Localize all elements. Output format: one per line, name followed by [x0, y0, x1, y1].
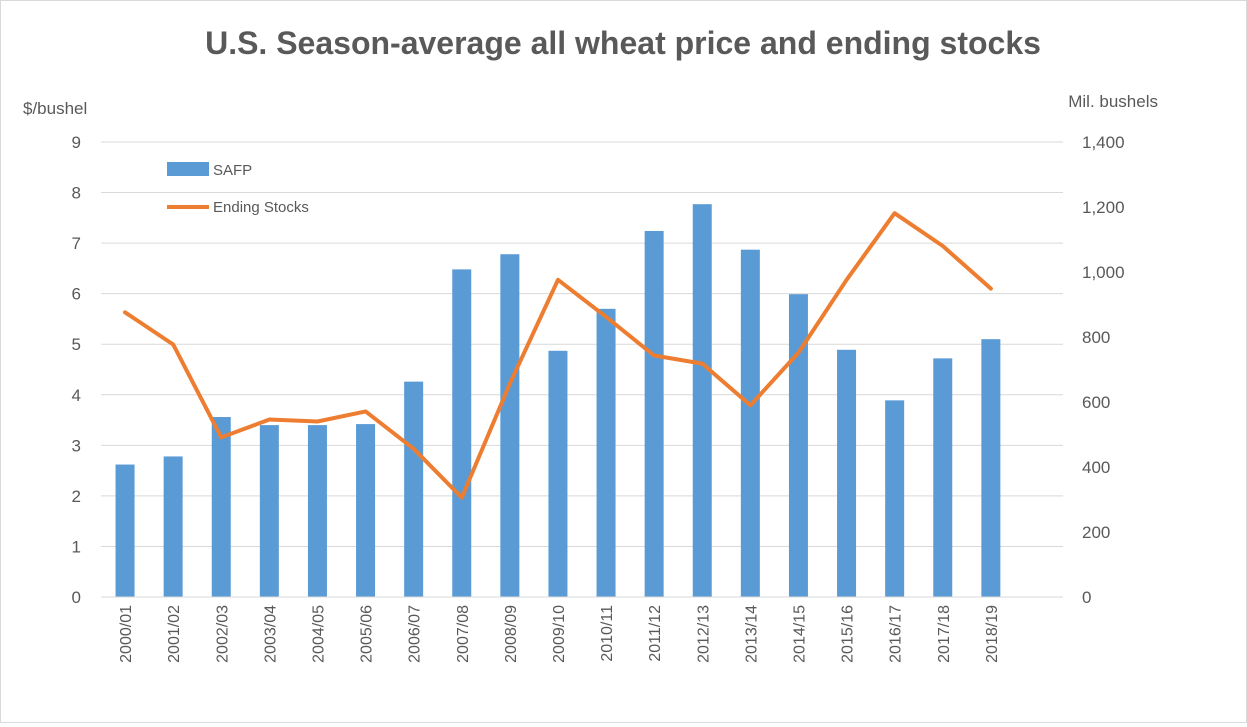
bar-safp-2012-13: [693, 204, 712, 597]
right-tick-label: 1,200: [1082, 198, 1125, 217]
x-tick-label: 2000/01: [118, 605, 135, 663]
x-tick-label: 2011/12: [647, 605, 664, 662]
bar-safp-2011-12: [645, 231, 664, 597]
bar-safp-2001-02: [164, 456, 183, 597]
bar-safp-2005-06: [356, 424, 375, 597]
right-tick-label: 800: [1082, 328, 1110, 347]
x-tick-label: 2004/05: [310, 605, 327, 663]
left-tick-label: 3: [72, 436, 81, 455]
bar-safp-2016-17: [885, 400, 904, 597]
left-tick-label: 5: [72, 335, 81, 354]
bar-safp-2004-05: [308, 425, 327, 597]
left-tick-label: 8: [72, 184, 81, 203]
left-axis-label: $/bushel: [23, 99, 87, 118]
x-tick-label: 2006/07: [407, 605, 424, 663]
left-tick-label: 0: [72, 588, 81, 607]
bar-safp-2009-10: [548, 351, 567, 597]
x-tick-label: 2008/09: [503, 605, 520, 663]
x-tick-label: 2007/08: [455, 605, 472, 663]
bar-safp-2017-18: [933, 358, 952, 597]
x-tick-label: 2012/13: [695, 605, 712, 663]
bar-safp-2000-01: [116, 465, 135, 597]
left-tick-label: 6: [72, 285, 81, 304]
bars-series-safp: [116, 204, 1001, 597]
x-tick-label: 2009/10: [551, 605, 568, 663]
legend-label-ending-stocks: Ending Stocks: [213, 199, 309, 216]
x-tick-label: 2017/18: [936, 605, 953, 663]
x-tick-label: 2002/03: [214, 605, 231, 663]
bar-safp-2002-03: [212, 417, 231, 597]
right-tick-label: 400: [1082, 458, 1110, 477]
left-tick-label: 4: [72, 386, 81, 405]
bar-safp-2007-08: [452, 269, 471, 597]
legend-swatch-safp: [167, 162, 209, 176]
chart-title: U.S. Season-average all wheat price and …: [205, 25, 1041, 61]
x-tick-label: 2016/17: [888, 605, 905, 663]
x-tick-label: 2013/14: [743, 605, 760, 663]
legend-label-safp: SAFP: [213, 162, 252, 179]
left-tick-label: 2: [72, 487, 81, 506]
right-axis-label: Mil. bushels: [1068, 92, 1158, 111]
right-tick-label: 200: [1082, 523, 1110, 542]
x-tick-label: 2018/19: [984, 605, 1001, 663]
bar-safp-2010-11: [597, 309, 616, 597]
bar-safp-2008-09: [500, 254, 519, 597]
right-tick-label: 1,400: [1082, 133, 1125, 152]
x-tick-label: 2005/06: [359, 605, 376, 663]
x-tick-label: 2015/16: [840, 605, 857, 663]
right-tick-label: 1,000: [1082, 263, 1125, 282]
bar-safp-2018-19: [981, 339, 1000, 597]
bar-safp-2003-04: [260, 425, 279, 597]
bar-safp-2015-16: [837, 350, 856, 597]
left-tick-label: 7: [72, 234, 81, 253]
x-tick-label: 2003/04: [262, 605, 279, 663]
x-tick-label: 2014/15: [791, 605, 808, 663]
bar-safp-2013-14: [741, 250, 760, 597]
x-tick-label: 2001/02: [166, 605, 183, 663]
bar-safp-2006-07: [404, 382, 423, 597]
left-tick-label: 9: [72, 133, 81, 152]
left-tick-label: 1: [72, 537, 81, 556]
right-tick-label: 0: [1082, 588, 1091, 607]
legend: SAFP Ending Stocks: [167, 162, 309, 216]
right-tick-label: 600: [1082, 393, 1110, 412]
x-tick-label: 2010/11: [599, 605, 616, 662]
